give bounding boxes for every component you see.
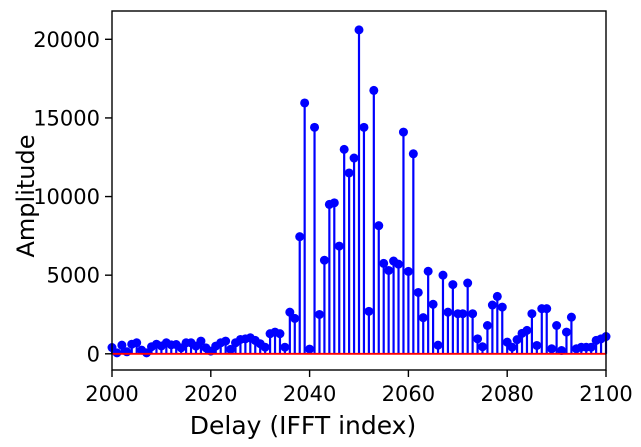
stem-marker (522, 325, 532, 335)
stem-marker (369, 85, 379, 95)
stem-marker (280, 342, 290, 352)
x-tick-label: 2040 (283, 382, 336, 406)
x-axis-label: Delay (IFFT index) (189, 411, 417, 440)
x-tick-label: 2000 (85, 382, 138, 406)
stem-marker (413, 287, 423, 297)
stem-marker (344, 168, 354, 178)
stem-marker (226, 344, 236, 354)
stem-marker (463, 278, 473, 288)
stem-marker (418, 313, 428, 323)
y-tick-label: 5000 (47, 264, 100, 288)
stem-marker (364, 306, 374, 316)
stem-marker (295, 232, 305, 242)
stem-marker (142, 348, 152, 358)
stem-marker (329, 198, 339, 208)
stem-marker (354, 25, 364, 35)
stem-marker (478, 342, 487, 352)
stem-marker (122, 347, 132, 357)
x-tick-label: 2080 (480, 382, 533, 406)
stem-marker (300, 98, 310, 108)
stem-marker (319, 255, 329, 265)
stem-marker (408, 149, 418, 159)
stem-marker (443, 307, 453, 317)
stem-marker (547, 344, 557, 354)
plot-frame (111, 10, 607, 371)
stem-marker (384, 265, 394, 275)
stem-marker (379, 258, 389, 268)
stem-marker (290, 313, 300, 323)
stem-marker (398, 127, 408, 137)
y-tick-label: 20000 (33, 28, 100, 52)
stem-marker (334, 241, 344, 251)
stem-marker (394, 259, 404, 269)
stem-marker (438, 270, 448, 280)
stem-marker (532, 340, 542, 350)
stem-marker (112, 348, 122, 358)
y-tick-label: 15000 (33, 106, 100, 130)
stem-marker (359, 122, 369, 132)
x-tick-label: 2020 (184, 382, 237, 406)
stem-marker (448, 280, 458, 290)
stem-marker (275, 329, 285, 339)
x-tick-label: 2100 (579, 382, 632, 406)
stem-marker (561, 327, 571, 337)
x-tick-label: 2060 (382, 382, 435, 406)
y-axis-label: Amplitude (12, 134, 40, 258)
stem-marker (473, 334, 483, 344)
stem-marker (527, 309, 537, 319)
stem-marker (557, 346, 567, 356)
stem-marker (314, 309, 324, 319)
stem-marker (339, 144, 349, 154)
stem-marker (542, 304, 552, 314)
stem-marker (566, 312, 576, 322)
stem-marker (428, 299, 438, 309)
y-tick-label: 10000 (33, 185, 100, 209)
stem-marker (512, 335, 522, 345)
stem-marker (507, 342, 517, 352)
stem-marker (196, 336, 206, 346)
stem-marker (310, 122, 320, 132)
stem-marker (349, 153, 359, 163)
y-tick-label: 0 (87, 342, 100, 366)
stem-marker (374, 221, 384, 231)
stem-marker (433, 340, 443, 350)
stem-marker (260, 342, 270, 352)
stem-marker (221, 336, 231, 346)
stem-marker (403, 266, 413, 276)
stem-marker (468, 309, 478, 319)
stem-marker (305, 344, 315, 354)
stem-marker (487, 300, 497, 310)
stem-marker (497, 302, 507, 312)
stem-marker (117, 340, 127, 350)
stem-marker (482, 320, 492, 330)
stem-marker (552, 320, 562, 330)
stem-marker (492, 291, 502, 301)
stem-marker (285, 307, 295, 317)
stem-marker (458, 309, 468, 319)
stem-marker (586, 342, 596, 352)
stem-marker (132, 338, 142, 348)
stem-marker (423, 266, 433, 276)
